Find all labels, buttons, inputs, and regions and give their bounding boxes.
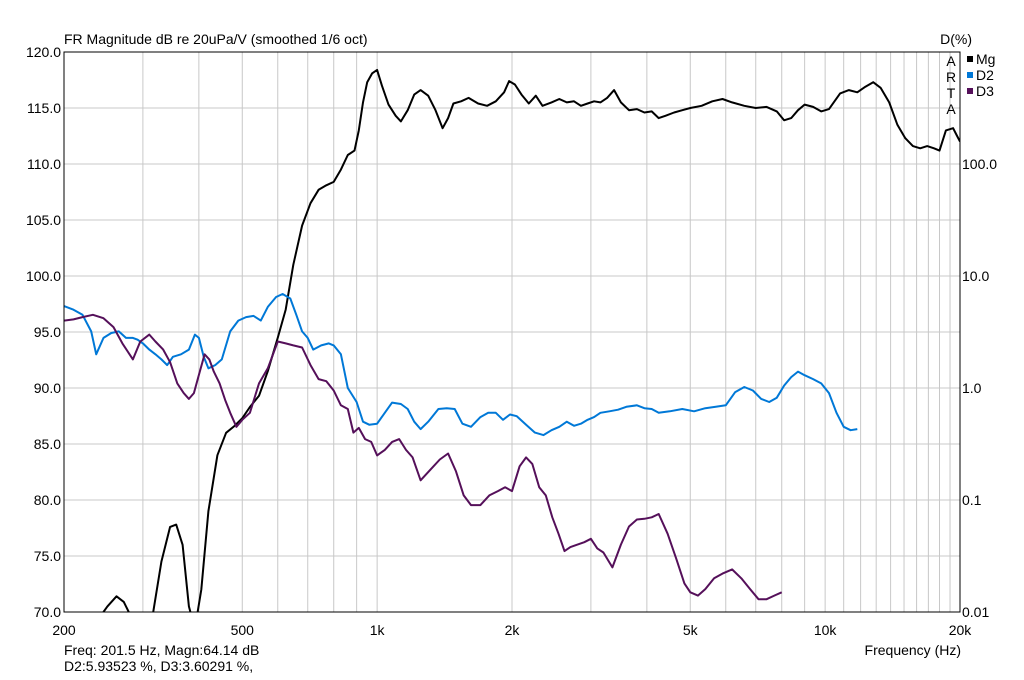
y-tick-label: 115.0 [27, 100, 61, 116]
x-tick-label: 5k [683, 622, 699, 638]
series-line-d3 [64, 313, 783, 601]
x-tick-label: 10k [814, 622, 838, 638]
tick-labels: 120.0 115.0 110.0 105.0 100.0 95.0 90.0 85.0 80.… [26, 44, 997, 638]
plot-frame [63, 51, 961, 613]
series-line-mg [102, 68, 960, 612]
x-axis-label: Frequency (Hz) [864, 642, 961, 658]
legend-label-d3: D3 [976, 83, 994, 99]
chart-title: FR Magnitude dB re 20uPa/V (smoothed 1/6… [64, 31, 368, 47]
y-tick-label: 105.0 [26, 212, 61, 228]
y-tick-label: 80.0 [34, 492, 61, 508]
x-tick-label: 200 [52, 622, 76, 638]
y2-tick-label: 0.01 [962, 604, 989, 620]
cursor-readout-line-2: D2:5.93523 %, D3:3.60291 %, [64, 658, 254, 674]
y-tick-label: 110.0 [27, 156, 61, 172]
cursor-readout-line-1: Freq: 201.5 Hz, Magn:64.14 dB [64, 642, 260, 658]
legend-label-mg: Mg [976, 51, 995, 67]
y2-tick-label: 0.1 [962, 492, 982, 508]
y-tick-label: 100.0 [26, 268, 61, 284]
x-tick-label: 1k [370, 622, 386, 638]
side-letter: A [946, 101, 956, 117]
x-tick-label: 20k [949, 622, 973, 638]
series-line-d2 [64, 293, 858, 437]
grid [64, 52, 960, 612]
side-letter: A [946, 53, 956, 69]
side-letter: T [947, 85, 956, 101]
right-axis-title: D(%) [940, 31, 972, 47]
y-tick-label: 70.0 [34, 604, 61, 620]
legend-swatch-mg [967, 56, 973, 62]
legend-swatch-d2 [967, 72, 973, 78]
legend-label-d2: D2 [976, 67, 994, 83]
y-tick-label: 95.0 [34, 324, 61, 340]
x-tick-label: 2k [505, 622, 521, 638]
side-letter: R [946, 69, 956, 85]
y-tick-label: 75.0 [34, 548, 61, 564]
y2-tick-label: 10.0 [962, 268, 989, 284]
series-lines [64, 68, 960, 612]
legend-swatch-d3 [967, 88, 973, 94]
y-tick-label: 120.0 [26, 44, 61, 60]
y-tick-label: 90.0 [34, 380, 61, 396]
x-tick-label: 500 [231, 622, 255, 638]
y2-tick-label: 1.0 [962, 380, 982, 396]
y-tick-label: 85.0 [34, 436, 61, 452]
y2-tick-label: 100.0 [962, 156, 997, 172]
